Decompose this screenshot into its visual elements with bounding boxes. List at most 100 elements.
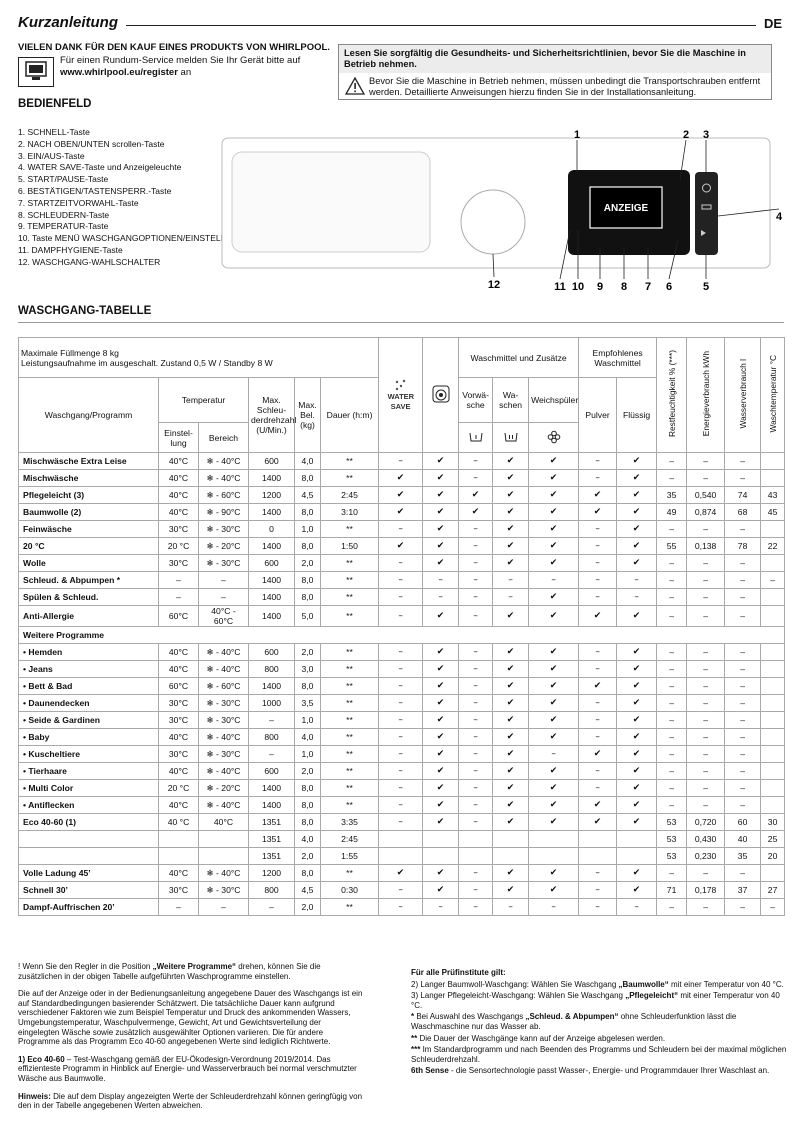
start-icon: [701, 230, 706, 236]
table-cell: –: [378, 745, 424, 763]
leader-line: [679, 139, 687, 181]
table-cell: –: [656, 779, 688, 797]
table-cell: –: [686, 643, 726, 661]
table-cell: **: [319, 660, 380, 678]
table-cell: **: [319, 605, 380, 627]
table-cell: –: [378, 711, 424, 729]
table-cell: –: [528, 571, 580, 589]
table-cell: 1400: [248, 469, 295, 487]
table-cell: –: [686, 554, 726, 572]
table-cell: ✔: [616, 813, 658, 831]
table-cell: 40°C: [158, 660, 199, 678]
display-label: ANZEIGE: [604, 203, 649, 214]
table-cell: –: [656, 660, 688, 678]
header-cell: [492, 422, 530, 453]
display: [589, 186, 663, 229]
table-cell: –: [578, 469, 618, 487]
header-text: WATER SAVE: [387, 392, 415, 411]
table-cell: [492, 830, 530, 848]
table-cell: 40 °C: [158, 813, 199, 831]
table-cell: –: [724, 694, 762, 712]
table-row: Spülen & Schleud. – –1400 8,0 ** – – – – ✔ – – – – –: [18, 588, 786, 606]
table-cell: [422, 830, 460, 848]
table-cell: –: [656, 554, 688, 572]
header-cell: Waschmittel und Zusätze: [458, 337, 580, 378]
table-cell: –: [760, 571, 786, 589]
header-cell: Pulver: [578, 377, 618, 453]
table-cell: ✔: [422, 452, 460, 470]
table-cell: 4,0: [294, 452, 321, 470]
table-cell: ✔: [578, 796, 618, 814]
table-cell: 1,0: [294, 711, 321, 729]
table-cell: **: [319, 694, 380, 712]
table-cell: ✔: [422, 728, 460, 746]
table-cell: ✔: [616, 469, 658, 487]
footnote-text: Die auf der Anzeige oder in der Bedienun…: [18, 989, 363, 1047]
table-cell: ❄ - 60°C: [198, 677, 249, 695]
table-cell: ✔: [492, 537, 530, 555]
header-cell: Energieverbrauch kWh: [686, 337, 726, 453]
header-cell: [528, 422, 580, 453]
table-cell: 800: [248, 660, 295, 678]
table-cell: –: [458, 694, 494, 712]
footnote-bold: 1) Eco 40-60: [18, 1054, 65, 1064]
table-cell: ✔: [528, 728, 580, 746]
program-name: • Daunendecken: [18, 694, 159, 712]
table-cell: ✔: [378, 503, 424, 521]
table-cell: 1:55: [319, 847, 380, 865]
table-row: 1351 4,0 2:45 53 0,430 40 25: [18, 830, 786, 848]
table-cell: ❄ - 40°C: [198, 660, 249, 678]
table-cell: 3,0: [294, 660, 321, 678]
callout-number: 7: [645, 281, 651, 293]
table-cell: 1400: [248, 677, 295, 695]
table-cell: 600: [248, 554, 295, 572]
table-cell: 8,0: [294, 588, 321, 606]
table-cell: ✔: [422, 796, 460, 814]
table-cell: 49: [656, 503, 688, 521]
table-cell: –: [656, 571, 688, 589]
table-cell: 8,0: [294, 813, 321, 831]
header-cell: Maximale Füllmenge 8 kg Leistungsaufnahme…: [17, 337, 380, 378]
table-cell: ✔: [492, 779, 530, 797]
header-cell: Flüssig: [616, 377, 658, 453]
table-cell: ✔: [578, 486, 618, 504]
table-cell: **: [319, 643, 380, 661]
table-cell: ✔: [422, 813, 460, 831]
table-cell: [760, 469, 786, 487]
program-name: Wolle: [18, 554, 159, 572]
table-cell: –: [158, 571, 199, 589]
table-cell: –: [656, 898, 688, 916]
header-text: Maximale Füllmenge 8 kg: [21, 347, 119, 358]
table-cell: –: [578, 779, 618, 797]
table-cell: –: [458, 571, 494, 589]
table-cell: ✔: [528, 520, 580, 538]
table-cell: 53: [656, 847, 688, 865]
table-cell: –: [458, 660, 494, 678]
table-cell: ✔: [528, 605, 580, 627]
table-cell: 1400: [248, 796, 295, 814]
table-cell: **: [319, 452, 380, 470]
table-cell: ✔: [422, 554, 460, 572]
table-cell: ✔: [422, 503, 460, 521]
table-cell: 45: [760, 503, 786, 521]
table-cell: 8,0: [294, 537, 321, 555]
table-cell: –: [578, 537, 618, 555]
table-cell: [760, 588, 786, 606]
table-cell: 40: [724, 830, 762, 848]
control-item: 8. SCHLEUDERN-Taste: [18, 209, 110, 220]
table-cell: 40°C: [198, 813, 249, 831]
table-cell: 800: [248, 881, 295, 899]
table-cell: 0,720: [686, 813, 726, 831]
header-cell: Vorwä-sche: [458, 377, 494, 423]
footnote-bold: *: [411, 1012, 415, 1022]
header-cell: Einstel-lung: [158, 422, 199, 453]
program-name: [18, 830, 159, 848]
table-cell: –: [378, 677, 424, 695]
table-cell: ✔: [616, 762, 658, 780]
table-cell: 35: [656, 486, 688, 504]
table-cell: –: [248, 898, 295, 916]
table-row: • Kuscheltiere 30°C ❄ - 30°C –1,0 ** – ✔ – ✔ – ✔ ✔ –…: [18, 745, 786, 763]
program-name: Dampf-Auffrischen 20’: [18, 898, 159, 916]
